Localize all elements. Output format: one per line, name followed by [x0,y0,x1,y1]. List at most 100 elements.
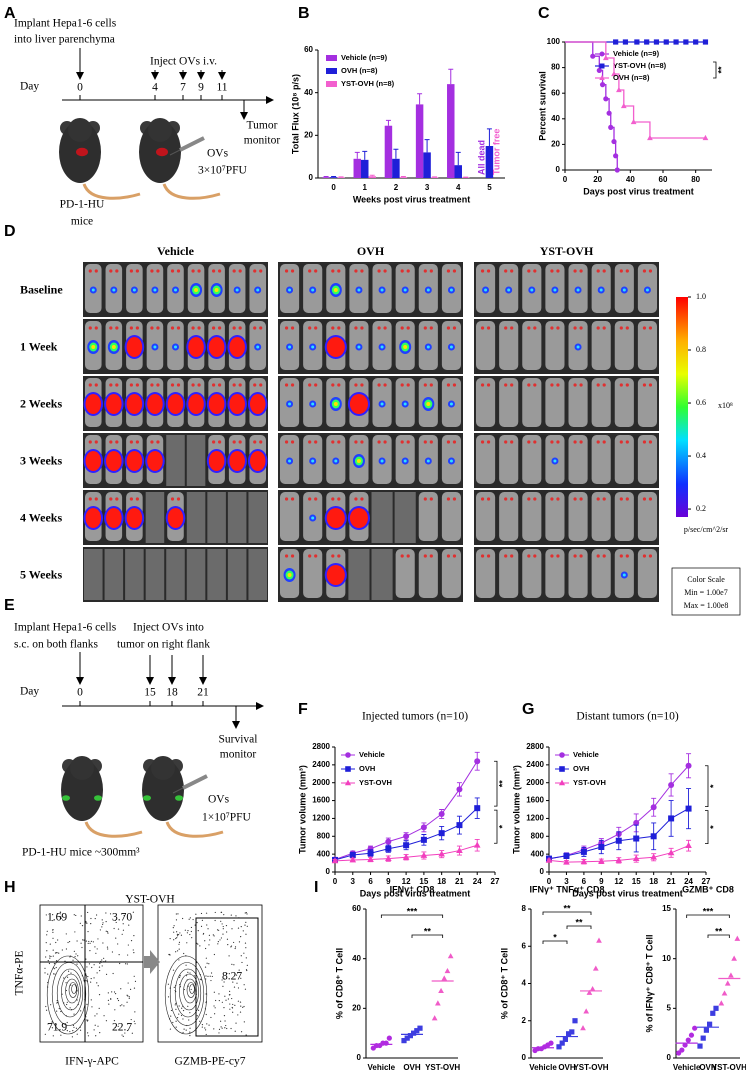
event [208,963,210,965]
mark [360,326,364,330]
event [217,943,219,945]
mark [135,497,139,501]
schematic-text: Implant Hepa1-6 cells [14,18,117,30]
mark [331,554,335,558]
bar [322,177,330,178]
significance-bracket [542,911,592,915]
event [232,1011,234,1013]
mark [423,383,427,387]
event [244,942,247,944]
bar [415,104,424,178]
event [85,940,88,942]
y-tick-label: 0 [667,1053,672,1062]
legend-label: YST-OVH (n=8) [613,61,667,70]
mark [446,554,451,558]
survival-line [565,41,618,170]
event [180,1014,183,1017]
data-point [589,985,596,992]
schematic-text: Day [20,81,39,93]
legend-marker [559,752,565,758]
event [172,969,175,971]
empty-slot [207,549,226,600]
event [229,1003,231,1005]
event [134,980,137,982]
event [133,987,136,989]
event [90,999,92,1001]
mark [170,383,175,387]
schematic-text: s.c. on both flanks [14,639,99,651]
mark [510,497,514,501]
event [44,1033,46,1035]
mark [314,440,318,444]
event [186,932,189,934]
event [183,988,185,991]
mark [602,440,606,444]
tumor [76,147,88,157]
mouse-image [522,549,542,598]
mark [115,269,119,273]
event [46,934,48,936]
x-tick-label: 18 [437,877,446,886]
event [245,921,247,923]
event [46,930,48,932]
mark [423,440,427,444]
x-tick-label: 21 [667,877,676,886]
data-point [596,67,602,74]
colorbar [676,297,688,517]
event [223,981,225,983]
mark [94,269,98,273]
signal [449,402,453,406]
event [110,998,112,1000]
mark [88,326,92,330]
event [197,943,199,945]
y-axis-label: Percent survival [537,71,547,141]
data-point [663,39,669,45]
mark [510,440,514,444]
mouse-head [70,756,94,780]
significance-label: ** [715,926,723,936]
mark [94,383,98,387]
signal [311,516,315,520]
event [176,931,178,933]
mark [212,326,216,330]
schematic-text: monitor [220,749,257,761]
tumor [156,147,168,157]
event [226,1027,228,1030]
event [226,972,228,975]
data-point [385,855,392,862]
error-bar [385,119,391,126]
event [95,914,98,916]
event [85,920,87,923]
event [85,980,87,982]
event [58,1008,60,1010]
event [92,941,94,943]
mark [238,269,242,273]
event [231,928,233,930]
event [173,931,175,933]
event [57,939,59,941]
event [123,1005,125,1007]
data-point [707,1021,713,1027]
event [67,941,69,944]
mark [648,497,653,501]
mark [423,497,427,501]
colorbar-tick-label: 0.8 [696,345,706,354]
tumor [175,795,183,801]
mark [648,326,653,330]
event [61,993,63,995]
event [105,920,107,923]
event [232,981,234,983]
mark [504,383,508,387]
mouse-head [151,756,175,780]
legend-marker [344,779,352,786]
data-point [562,1036,568,1042]
event [88,940,90,943]
mark [619,497,623,501]
event [76,963,78,965]
mark [602,326,606,330]
mark [602,497,606,501]
mark [176,383,181,387]
data-point [420,851,428,858]
event [173,986,175,988]
mark [602,269,606,273]
